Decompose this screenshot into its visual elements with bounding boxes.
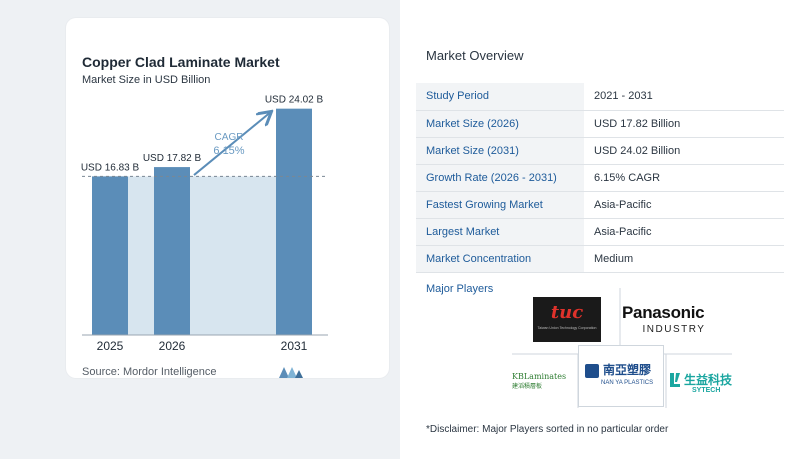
- row-key: Growth Rate (2026 - 2031): [416, 164, 584, 192]
- bar-2031: [276, 108, 312, 336]
- row-value: Asia-Pacific: [584, 218, 784, 246]
- row-key: Market Concentration: [416, 245, 584, 273]
- kb-logo-subtext: 建滔積層板: [512, 384, 543, 390]
- row-key: Study Period: [416, 83, 584, 111]
- panasonic-logo-subtext: INDUSTRY: [642, 324, 706, 335]
- kb-logo-text: KBLaminates: [512, 372, 567, 381]
- cagr-label: CAGR: [215, 132, 244, 143]
- sytech-logo-subtext: SYTECH: [692, 387, 721, 394]
- nan-ya-logo-text: 南亞塑膠: [603, 363, 652, 377]
- nan-ya-logo-subtext: NAN YA PLASTICS: [601, 380, 654, 386]
- row-value: 2021 - 2031: [584, 83, 784, 111]
- source-note: Source: Mordor Intelligence: [82, 366, 217, 378]
- panasonic-logo: Panasonic INDUSTRY: [622, 303, 732, 335]
- row-value: USD 17.82 Billion: [584, 110, 784, 138]
- disclaimer: *Disclaimer: Major Players sorted in no …: [426, 424, 669, 435]
- row-value: Medium: [584, 245, 784, 273]
- x-tick-label-2025: 2025: [97, 339, 124, 353]
- mordor-logo-icon: [279, 367, 303, 378]
- row-key: Fastest Growing Market: [416, 191, 584, 219]
- x-tick-label-2031: 2031: [281, 339, 308, 353]
- row-key: Market Size (2026): [416, 110, 584, 138]
- table-row: Growth Rate (2026 - 2031) 6.15% CAGR: [416, 164, 784, 192]
- major-players-label: Major Players: [426, 283, 494, 295]
- row-key: Largest Market: [416, 218, 584, 246]
- table-row: Study Period 2021 - 2031: [416, 83, 784, 111]
- x-tick-label-2026: 2026: [159, 339, 186, 353]
- bar-2026: [154, 167, 190, 335]
- sytech-mark-icon: [670, 373, 680, 387]
- table-row: Market Size (2031) USD 24.02 Billion: [416, 137, 784, 165]
- nan-ya-mark-icon: [585, 364, 599, 378]
- value-label-2026: USD 17.82 B: [143, 153, 202, 164]
- row-value: Asia-Pacific: [584, 191, 784, 219]
- tuc-logo-text: tuc: [550, 302, 584, 323]
- nan-ya-logo: 南亞塑膠 NAN YA PLASTICS: [578, 345, 664, 407]
- table-row: Market Size (2026) USD 17.82 Billion: [416, 110, 784, 138]
- sytech-logo-text: 生益科技: [684, 373, 733, 387]
- chart-card: Copper Clad Laminate Market Market Size …: [66, 18, 389, 378]
- row-value: USD 24.02 Billion: [584, 137, 784, 165]
- chart-title: Copper Clad Laminate Market: [82, 54, 280, 70]
- overview-table: Study Period 2021 - 2031 Market Size (20…: [416, 83, 784, 273]
- value-label-2025: USD 16.83 B: [81, 162, 140, 173]
- overview-card: Market Overview Study Period 2021 - 2031…: [400, 0, 800, 459]
- baseline-band: [92, 176, 312, 335]
- value-label-2031: USD 24.02 B: [265, 95, 324, 106]
- tuc-logo-subtext: Taiwan Union Technology Corporation: [537, 326, 597, 330]
- panasonic-logo-text: Panasonic: [622, 303, 705, 322]
- row-key: Market Size (2031): [416, 137, 584, 165]
- bar-2025: [92, 176, 128, 335]
- tuc-logo: tuc Taiwan Union Technology Corporation: [533, 297, 601, 342]
- overview-title: Market Overview: [426, 48, 524, 63]
- table-row: Largest Market Asia-Pacific: [416, 218, 784, 246]
- cagr-arrow: [193, 113, 270, 176]
- row-value: 6.15% CAGR: [584, 164, 784, 192]
- table-row: Fastest Growing Market Asia-Pacific: [416, 191, 784, 219]
- chart-subtitle: Market Size in USD Billion: [82, 74, 211, 86]
- kb-laminates-logo: KBLaminates 建滔積層板: [512, 372, 576, 390]
- table-row: Market Concentration Medium: [416, 245, 784, 273]
- cagr-value: 6.15%: [213, 145, 244, 157]
